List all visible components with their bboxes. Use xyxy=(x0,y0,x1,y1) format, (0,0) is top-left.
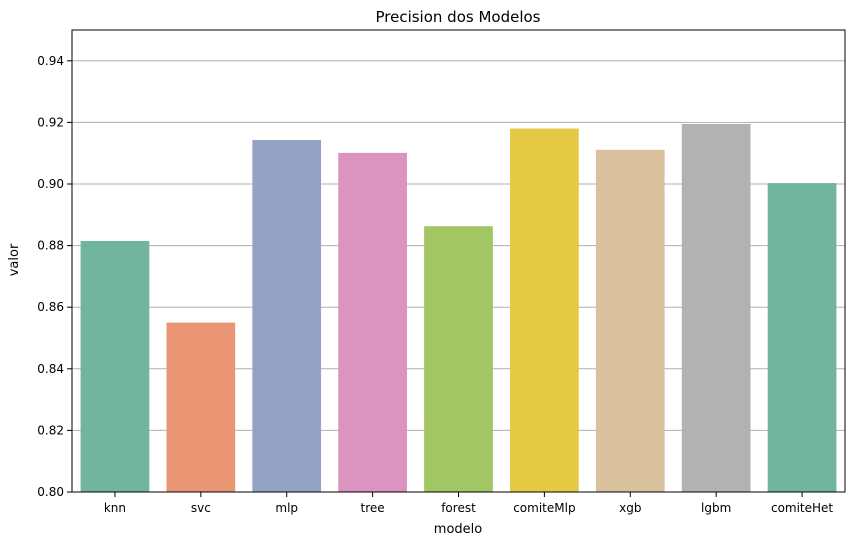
y-tick-label: 0.86 xyxy=(37,300,64,314)
x-tick-label: forest xyxy=(441,501,476,515)
bar-comiteMlp xyxy=(510,128,579,492)
chart-title: Precision dos Modelos xyxy=(375,8,540,26)
bar-svc xyxy=(166,322,236,492)
y-tick-label: 0.90 xyxy=(37,177,64,191)
y-tick-label: 0.82 xyxy=(37,423,64,437)
bar-lgbm xyxy=(681,123,751,492)
bar-knn xyxy=(80,240,150,492)
x-tick-label: knn xyxy=(104,501,126,515)
x-tick-label: svc xyxy=(191,501,211,515)
bar-tree xyxy=(338,152,407,492)
bars xyxy=(80,123,837,493)
y-tick-label: 0.88 xyxy=(37,239,64,253)
bar-comiteHet xyxy=(767,183,837,493)
x-tick-label: comiteMlp xyxy=(513,501,575,515)
x-tick-label: comiteHet xyxy=(771,501,833,515)
bar-mlp xyxy=(252,139,322,492)
x-tick-label: xgb xyxy=(619,501,641,515)
y-tick-label: 0.92 xyxy=(37,115,64,129)
y-tick-label: 0.94 xyxy=(37,54,64,68)
plot-frame xyxy=(71,29,846,493)
axes: 0.80 0.82 0.84 0.86 0.88 0.90 0.92 0.94 knn svc ml… xyxy=(37,29,846,515)
bar-forest xyxy=(424,226,493,493)
x-tick-label: tree xyxy=(361,501,385,515)
y-tick-label: 0.84 xyxy=(37,362,64,376)
x-tick-label: mlp xyxy=(275,501,298,515)
x-tick-label: lgbm xyxy=(701,501,731,515)
y-tick-label: 0.80 xyxy=(37,485,64,499)
y-axis-label: valor xyxy=(7,243,22,276)
bar-xgb xyxy=(595,149,665,492)
x-axis-label: modelo xyxy=(434,522,482,537)
